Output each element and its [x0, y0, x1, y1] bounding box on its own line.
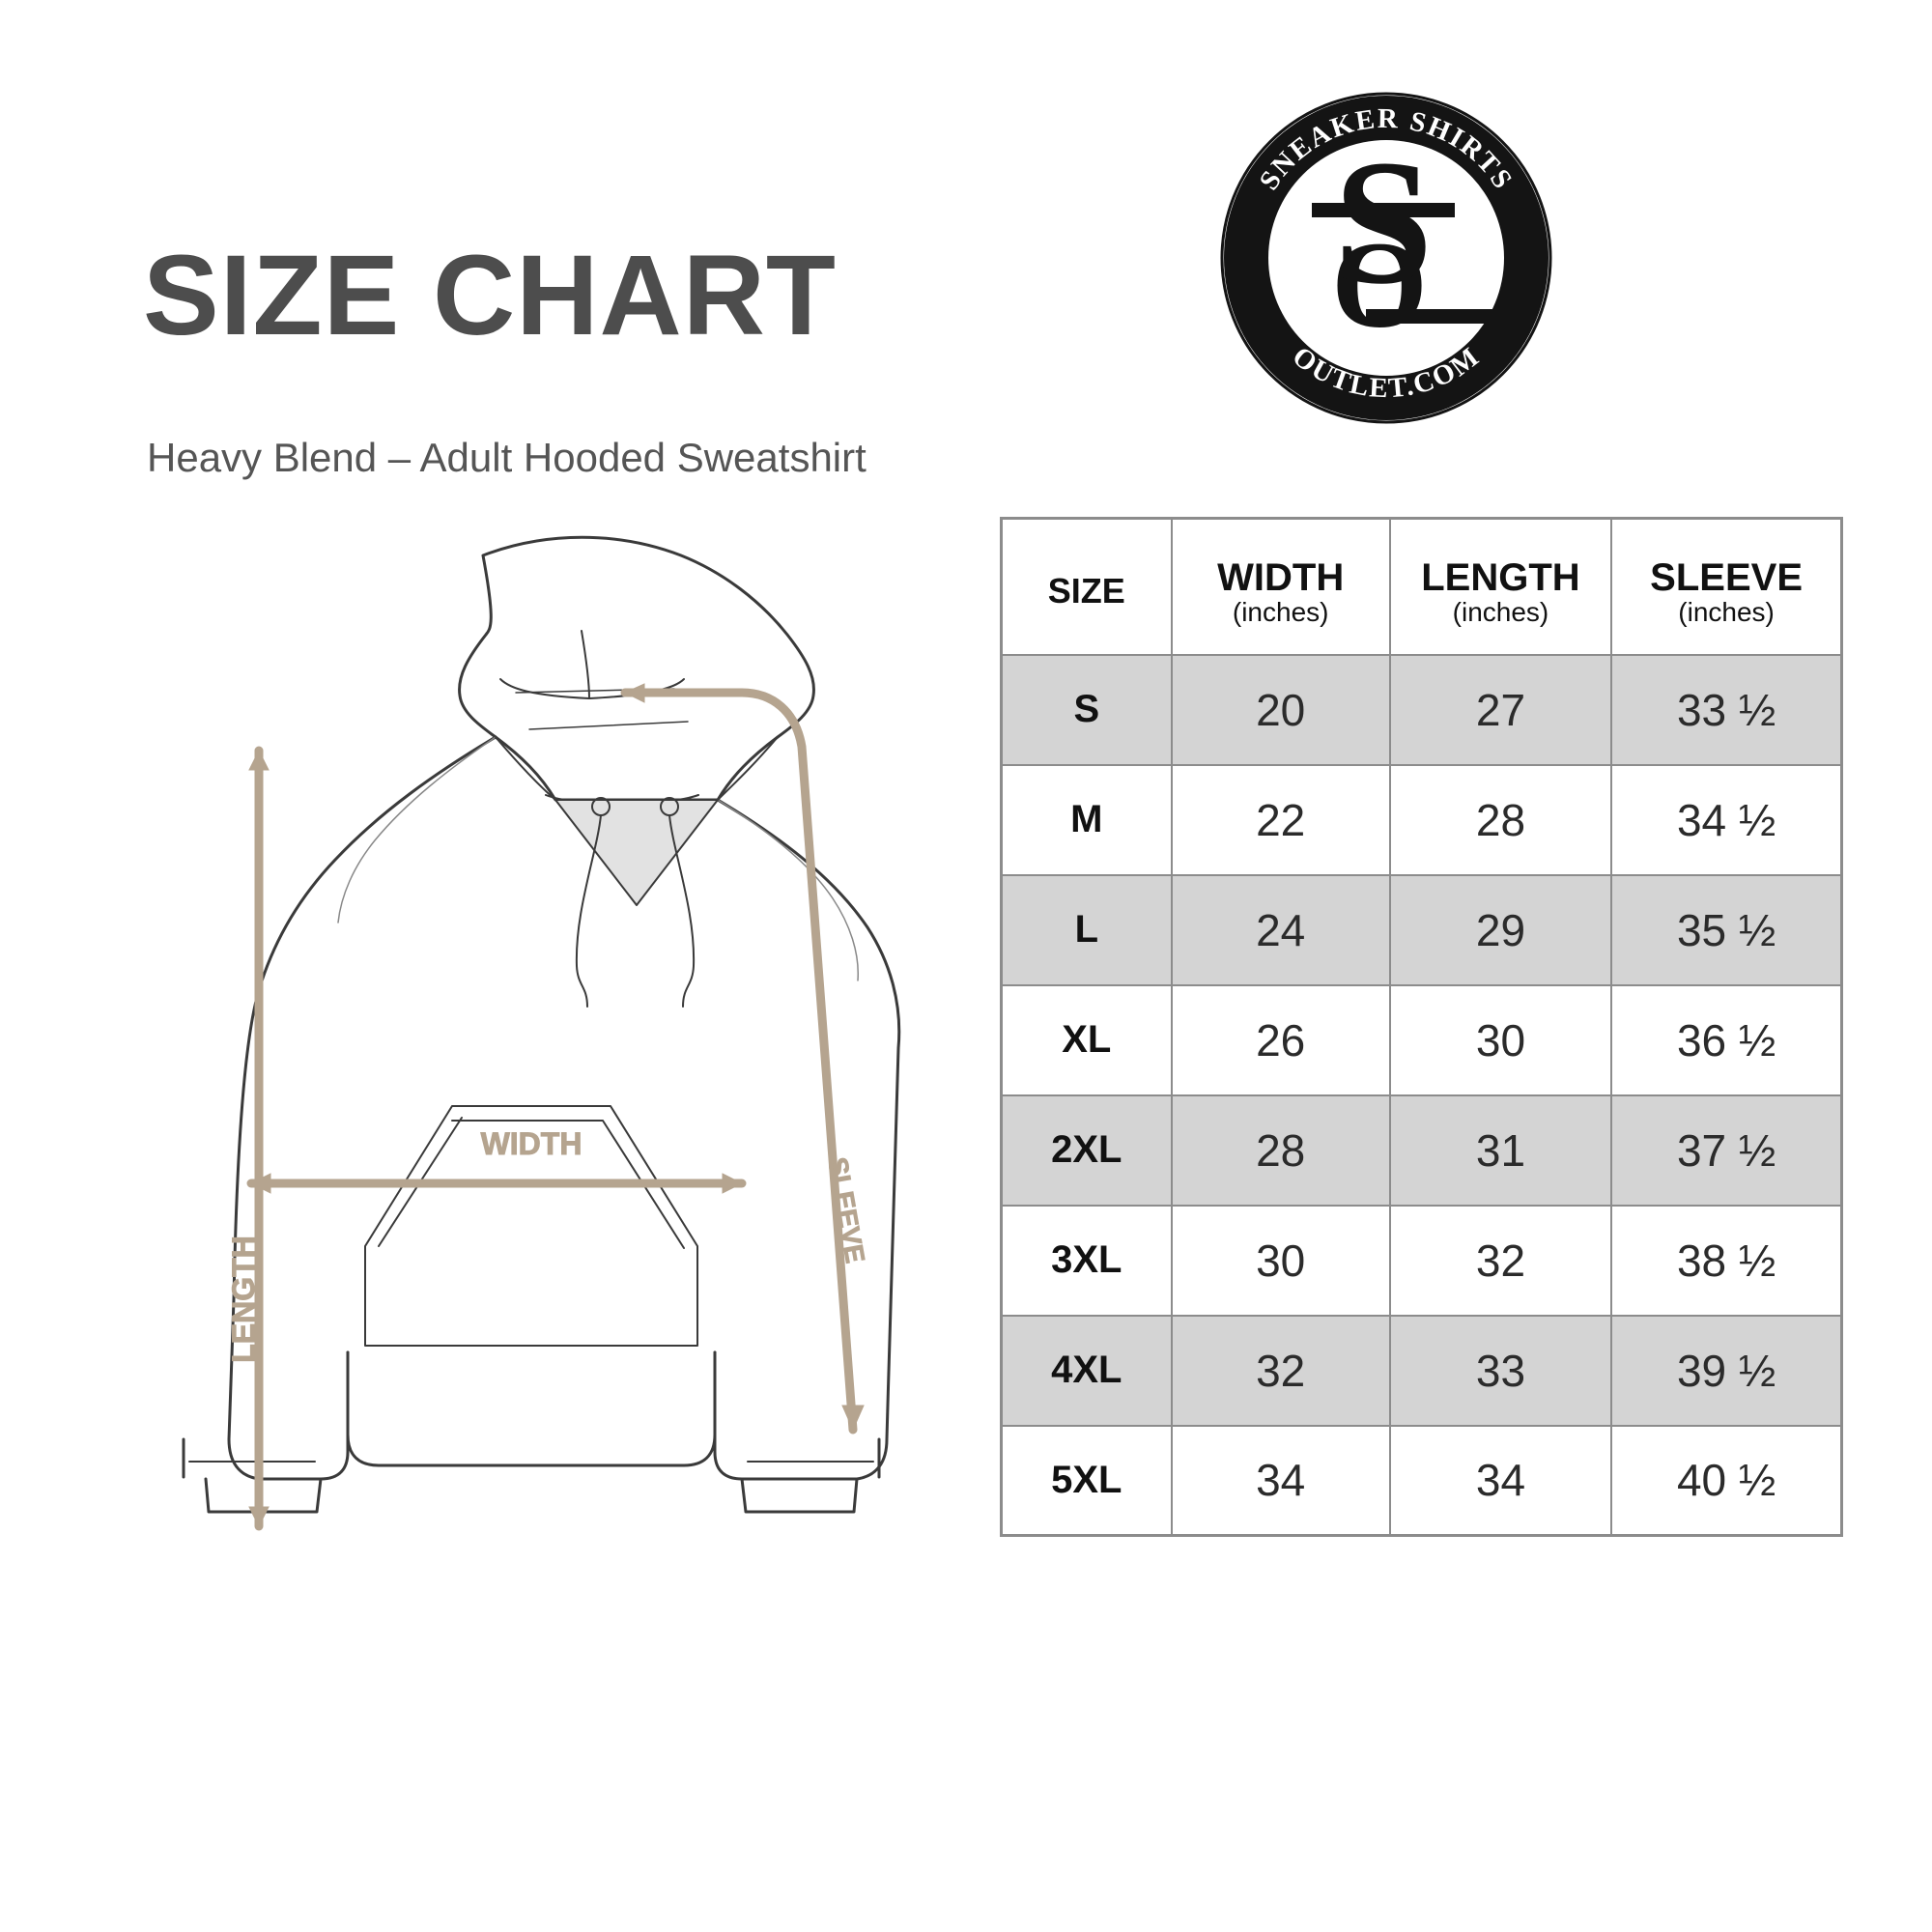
svg-text:S: S	[1334, 124, 1434, 322]
svg-text:SLEEVE: SLEEVE	[822, 1155, 870, 1265]
svg-text:LENGTH: LENGTH	[226, 1236, 261, 1363]
svg-text:WIDTH: WIDTH	[481, 1126, 582, 1161]
